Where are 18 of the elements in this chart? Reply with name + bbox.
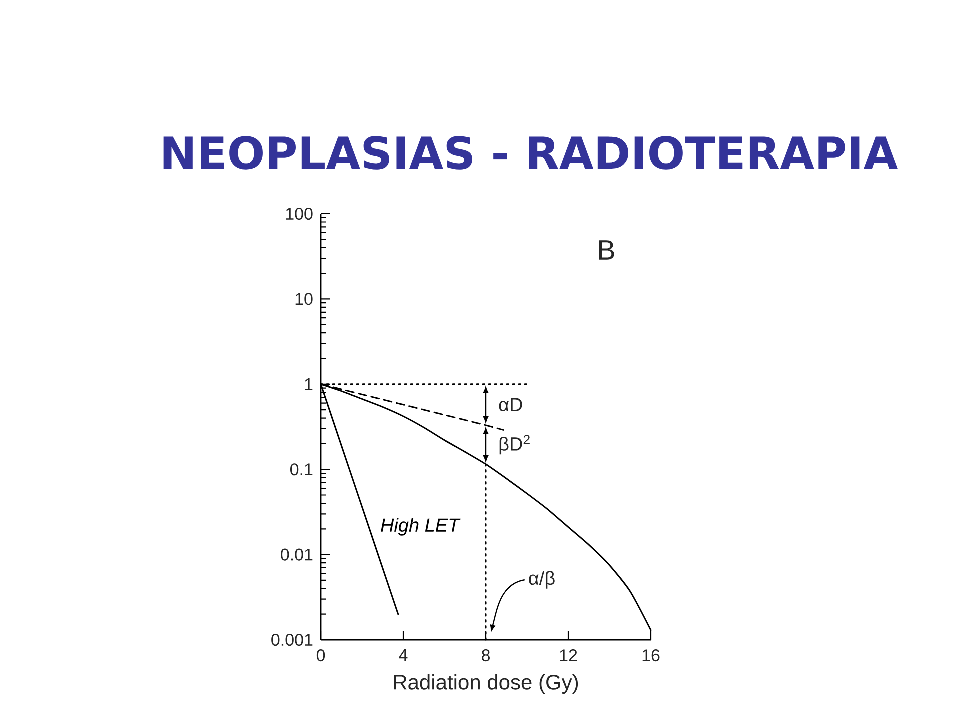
y-tick-label: 0.1 xyxy=(290,464,313,476)
y-tick-label: 10 xyxy=(296,293,313,306)
y-tick-label: 0.01 xyxy=(281,548,313,561)
y-tick-label: 0.001 xyxy=(272,634,313,646)
x-tick-label: 16 xyxy=(642,650,660,662)
ref-line-label: α/β xyxy=(529,571,555,589)
annotation: αD xyxy=(499,398,522,412)
annotation: βD$^{2}$ xyxy=(500,435,530,455)
x-tick-label: 8 xyxy=(482,650,490,662)
series-label: High LET xyxy=(381,518,461,536)
x-tick-label: 12 xyxy=(560,650,578,662)
chart-title: NEOPLASIAS - RADIOTERAPIA xyxy=(164,136,898,170)
annotation: B xyxy=(599,240,614,260)
y-tick-label: 100 xyxy=(286,208,313,220)
x-tick-label: 4 xyxy=(399,650,408,662)
y-tick-label: 1 xyxy=(305,378,313,390)
x-tick-label: 0 xyxy=(316,650,326,662)
x-axis-title: Radiation dose (Gy) xyxy=(394,674,578,694)
